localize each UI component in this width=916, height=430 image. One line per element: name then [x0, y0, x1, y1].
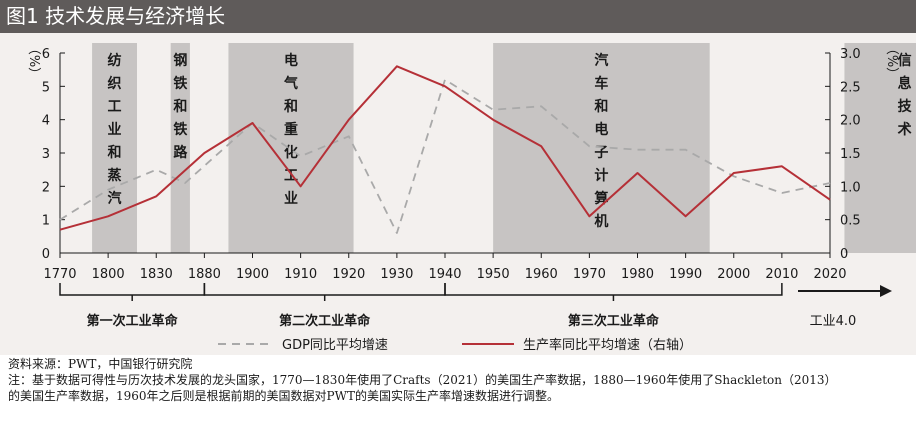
x-tick-label: 1920 — [332, 267, 365, 282]
tech-band-label-char: 和 — [594, 99, 608, 115]
tech-band-label-char: 和 — [108, 145, 122, 161]
tech-band-label-char: 纺 — [108, 52, 122, 69]
tech-band-label-char: 工 — [284, 168, 298, 184]
tech-band-label-char: 工 — [108, 99, 122, 115]
tech-band-label-char: 钢 — [173, 52, 187, 69]
tech-band-label-char: 蒸 — [108, 167, 122, 184]
source-text: 资料来源：PWT，中国银行研究院 — [8, 357, 193, 371]
tech-band-label-char: 织 — [108, 75, 122, 92]
tech-band-label-char: 汽 — [594, 52, 608, 69]
left-tick-label: 5 — [42, 80, 50, 95]
era-label-3: 第三次工业革命 — [568, 313, 660, 329]
left-tick-label: 0 — [42, 247, 50, 262]
tech-band-label-char: 业 — [284, 191, 298, 207]
era-label-industry-4: 工业4.0 — [810, 314, 857, 329]
right-axis-unit: （%） — [884, 42, 899, 80]
left-tick-label: 1 — [42, 214, 50, 229]
axes-layer: 0 1 2 3 4 5 6 0 0.5 1.0 1.5 2.0 2.5 3.0 （%） （%） 1770 1800… — [26, 42, 899, 282]
legend: GDP同比平均增速 生产率同比平均增速（右轴） — [218, 337, 692, 353]
tech-band-label-char: 和 — [173, 99, 187, 115]
series-layer — [59, 65, 831, 234]
note-line-2: 的美国生产率数据，1960年之后则是根据前期的美国数据对PWT的美国实际生产率增… — [8, 389, 559, 403]
tech-band-3 — [228, 43, 354, 253]
tech-band-label-char: 和 — [284, 99, 298, 115]
left-tick-label: 6 — [42, 47, 50, 62]
right-tick-label: 2.5 — [840, 80, 861, 95]
tech-band-label-char: 技 — [898, 98, 913, 115]
x-tick-label: 2000 — [717, 267, 750, 282]
right-tick-label: 2.0 — [840, 114, 861, 129]
x-tick-label: 1770 — [43, 267, 76, 282]
x-tick-label: 1950 — [477, 267, 510, 282]
era-label-2: 第二次工业革命 — [279, 313, 371, 329]
productivity-growth-line — [59, 65, 831, 231]
era-layer: 第一次工业革命 第二次工业革命 第三次工业革命 工业4.0 — [59, 283, 892, 329]
chart-svg: 纺织工业和蒸汽钢铁和铁路电气和重化工业汽车和电子计算机信息技术数字技术 0123… — [26, 42, 916, 353]
tech-band-label-char: 气 — [283, 75, 298, 92]
note-line-1: 注：基于数据可得性与历次技术发展的龙头国家，1770—1830年使用了Craft… — [8, 373, 837, 387]
tech-band-5 — [844, 43, 916, 253]
tech-band-label-char: 电 — [594, 121, 608, 138]
x-tick-label: 1960 — [525, 267, 558, 282]
era-bracket-3 — [444, 283, 783, 296]
tech-band-label-char: 息 — [898, 75, 912, 92]
right-tick-label: 0 — [840, 247, 848, 262]
band-layer: 纺织工业和蒸汽钢铁和铁路电气和重化工业汽车和电子计算机信息技术数字技术 — [92, 43, 916, 253]
chart-area: 纺织工业和蒸汽钢铁和铁路电气和重化工业汽车和电子计算机信息技术数字技术 0123… — [0, 33, 916, 355]
x-tick-label: 2020 — [813, 267, 846, 282]
figure-title: 图1 技术发展与经济增长 — [0, 0, 916, 33]
tech-band-label-char: 信 — [898, 52, 912, 69]
tech-band-2 — [170, 43, 190, 253]
tech-band-label-char: 电 — [284, 52, 298, 69]
right-tick-label: 1.5 — [840, 147, 861, 162]
tech-band-label-char: 铁 — [173, 75, 187, 92]
x-tick-label: 1940 — [428, 267, 461, 282]
left-tick-label: 3 — [42, 147, 50, 162]
x-tick-label: 1970 — [573, 267, 606, 282]
tech-band-label-char: 重 — [284, 121, 298, 138]
era-label-1: 第一次工业革命 — [87, 313, 179, 329]
x-tick-label: 1990 — [669, 267, 702, 282]
legend-productivity-label: 生产率同比平均增速（右轴） — [523, 337, 692, 353]
left-tick-label: 2 — [42, 180, 50, 195]
legend-gdp-label: GDP同比平均增速 — [282, 338, 388, 353]
x-tick-label: 1800 — [92, 267, 125, 282]
x-tick-label: 1910 — [284, 267, 317, 282]
tech-band-label-char: 业 — [108, 122, 122, 138]
x-tick-label: 1830 — [140, 267, 173, 282]
right-tick-label: 1.0 — [840, 180, 861, 195]
tech-band-label-char: 子 — [594, 145, 608, 161]
tech-band-label-char: 铁 — [173, 121, 187, 138]
left-tick-label: 4 — [42, 114, 50, 129]
x-tick-label: 1880 — [188, 267, 221, 282]
x-tick-label: 2010 — [765, 267, 798, 282]
right-tick-label: 0.5 — [840, 214, 861, 229]
tech-band-label-char: 计 — [594, 167, 608, 184]
tech-band-label-char: 路 — [173, 144, 188, 161]
x-tick-label: 1980 — [621, 267, 654, 282]
era-bracket-2 — [203, 283, 446, 296]
tech-band-label-char: 汽 — [108, 190, 122, 207]
tech-band-label-char: 术 — [898, 121, 912, 138]
right-tick-label: 3.0 — [840, 47, 861, 62]
tech-band-label-char: 机 — [594, 213, 608, 230]
x-tick-label: 1900 — [236, 267, 269, 282]
era-arrow-head — [880, 285, 892, 297]
notes: 资料来源：PWT，中国银行研究院 注：基于数据可得性与历次技术发展的龙头国家，1… — [8, 356, 912, 404]
tech-band-label-char: 车 — [594, 75, 608, 92]
x-tick-label: 1930 — [380, 267, 413, 282]
left-axis-unit: （%） — [26, 42, 41, 80]
era-bracket-1 — [59, 283, 206, 296]
